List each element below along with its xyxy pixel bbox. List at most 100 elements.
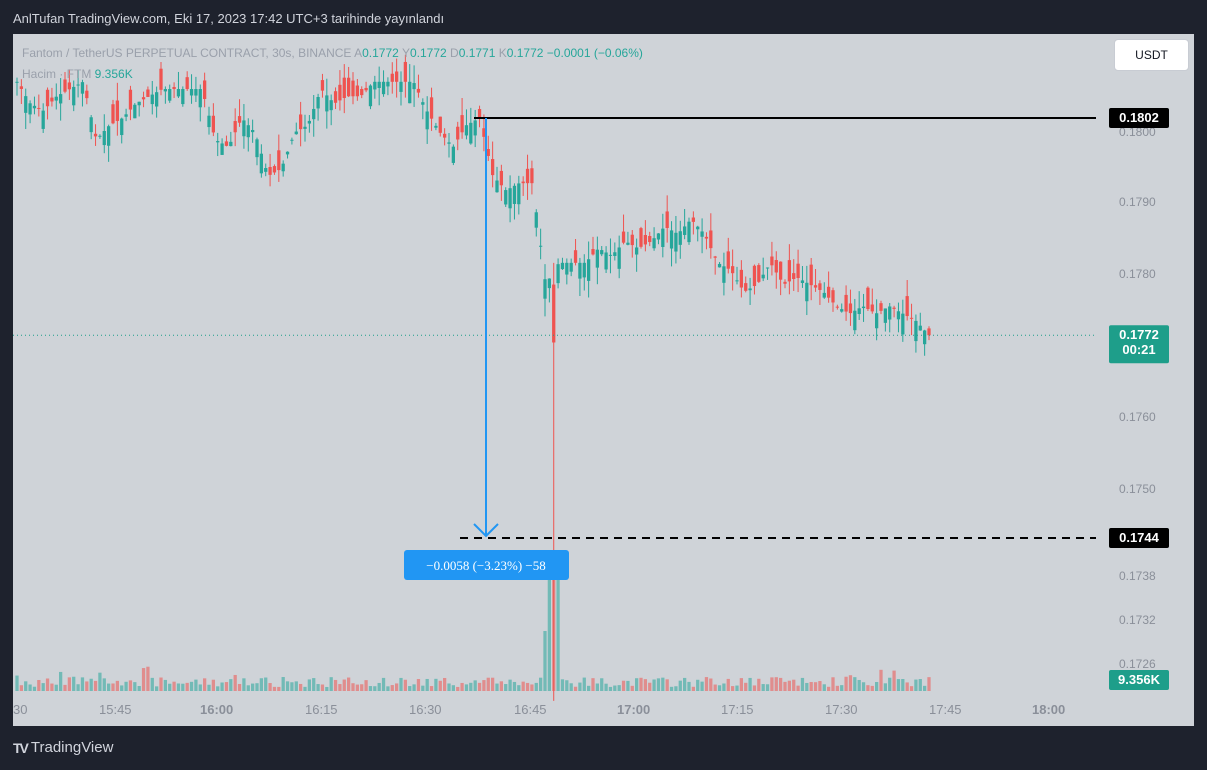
candle-body xyxy=(220,143,224,155)
candle-body xyxy=(504,190,508,205)
volume-bar xyxy=(115,680,119,691)
x-tick-label: 16:00 xyxy=(200,702,233,717)
volume-bar xyxy=(770,677,774,691)
volume-bar xyxy=(416,679,421,691)
volume-bar xyxy=(556,551,560,691)
y-tick-label: 0.1750 xyxy=(1119,482,1156,496)
candle-body xyxy=(888,306,892,320)
candle-body xyxy=(600,250,604,255)
candle-body xyxy=(783,281,787,284)
volume-bar xyxy=(255,683,259,691)
candle-body xyxy=(643,235,647,245)
candle-body xyxy=(661,228,665,248)
candle-body xyxy=(377,81,381,88)
price-chart[interactable]: 0.1800 0.1790 0.1780 0.1760 0.1750 0.1738 0.17… xyxy=(13,34,1194,726)
candle-body xyxy=(368,85,373,107)
candle-body xyxy=(765,267,770,269)
volume-bar xyxy=(168,683,172,691)
volume-bar xyxy=(93,680,98,691)
volume-bar xyxy=(844,676,848,691)
open-value: 0.1772 xyxy=(362,46,399,60)
volume-bar xyxy=(237,683,242,691)
candle-body xyxy=(626,242,630,245)
volume-bar xyxy=(665,679,669,691)
chart-panel[interactable]: 0.1800 0.1790 0.1780 0.1760 0.1750 0.1738 0.17… xyxy=(13,34,1194,726)
candle-body xyxy=(412,83,416,90)
volume-bar xyxy=(582,677,586,691)
volume-bar xyxy=(438,680,442,691)
volume-bar xyxy=(98,672,102,691)
candle-body xyxy=(93,133,98,137)
volume-bar xyxy=(320,684,325,691)
volume-bar xyxy=(50,683,54,691)
volume-bar xyxy=(827,686,831,691)
brand-name: TradingView xyxy=(30,739,114,756)
y-tick-label: 0.1780 xyxy=(1119,267,1156,281)
volume-bar xyxy=(539,677,543,691)
candle-body xyxy=(543,279,547,299)
volume-bar xyxy=(639,677,643,691)
candle-body xyxy=(150,94,154,105)
candle-body xyxy=(19,86,23,89)
candle-body xyxy=(24,96,28,113)
volume-bar xyxy=(608,686,613,691)
volume-bar xyxy=(696,679,700,691)
candle-body xyxy=(491,159,495,176)
volume-bar xyxy=(447,683,451,691)
volume-bar xyxy=(137,686,141,691)
resistance-price-tag-text: 0.1802 xyxy=(1119,110,1159,125)
candle-body xyxy=(159,68,163,90)
candle-body xyxy=(294,131,298,135)
volume-bar xyxy=(85,681,89,691)
candle-body xyxy=(216,141,220,143)
candle-body xyxy=(194,89,198,96)
change-value: −0.0001 (−0.06%) xyxy=(546,46,643,60)
volume-bar xyxy=(233,674,237,691)
volume-bar xyxy=(285,681,290,691)
support-price-tag-box xyxy=(1109,528,1169,548)
volume-bar xyxy=(800,677,805,691)
volume-bar xyxy=(172,681,176,691)
candle-body xyxy=(403,61,407,82)
volume-bar xyxy=(381,677,386,691)
candle-body xyxy=(796,263,800,279)
candle-body xyxy=(342,77,346,99)
candle-body xyxy=(787,260,791,282)
volume-bar xyxy=(347,677,351,691)
volume-bar xyxy=(224,682,229,691)
candle-body xyxy=(272,166,277,173)
volume-bar xyxy=(373,686,377,691)
close-label: K xyxy=(498,46,507,60)
x-tick-label: 17:30 xyxy=(825,702,858,717)
candle-body xyxy=(861,306,866,309)
volume-bar xyxy=(761,684,765,691)
low-label: D xyxy=(450,46,459,60)
support-price-tag-text: 0.1744 xyxy=(1119,530,1160,545)
candle-body xyxy=(744,283,748,291)
candle-body xyxy=(822,292,826,298)
candle-body xyxy=(866,287,870,310)
volume-bar xyxy=(194,679,198,691)
volume-bar xyxy=(726,678,730,691)
candle-body xyxy=(717,263,722,268)
candle-body xyxy=(879,303,883,311)
candle-body xyxy=(111,104,115,124)
currency-button[interactable]: USDT xyxy=(1114,39,1189,71)
volume-bar xyxy=(342,679,346,691)
candle-body xyxy=(312,108,316,120)
y-tick-label: 0.1760 xyxy=(1119,410,1156,424)
candle-body xyxy=(76,84,80,86)
volume-bar xyxy=(412,684,416,691)
volume-bar xyxy=(211,679,215,691)
candle-body xyxy=(80,82,85,94)
candle-body xyxy=(386,81,390,87)
volume-bar xyxy=(595,683,599,691)
volume-bar xyxy=(24,681,28,691)
volume-bar xyxy=(41,683,45,691)
candle-body xyxy=(168,89,172,101)
volume-bar xyxy=(809,681,813,691)
measure-label: −0.0058 (−3.23%) −58 xyxy=(426,558,545,573)
candle-body xyxy=(63,79,67,92)
candle-body xyxy=(128,89,133,110)
volume-bar xyxy=(853,677,857,691)
